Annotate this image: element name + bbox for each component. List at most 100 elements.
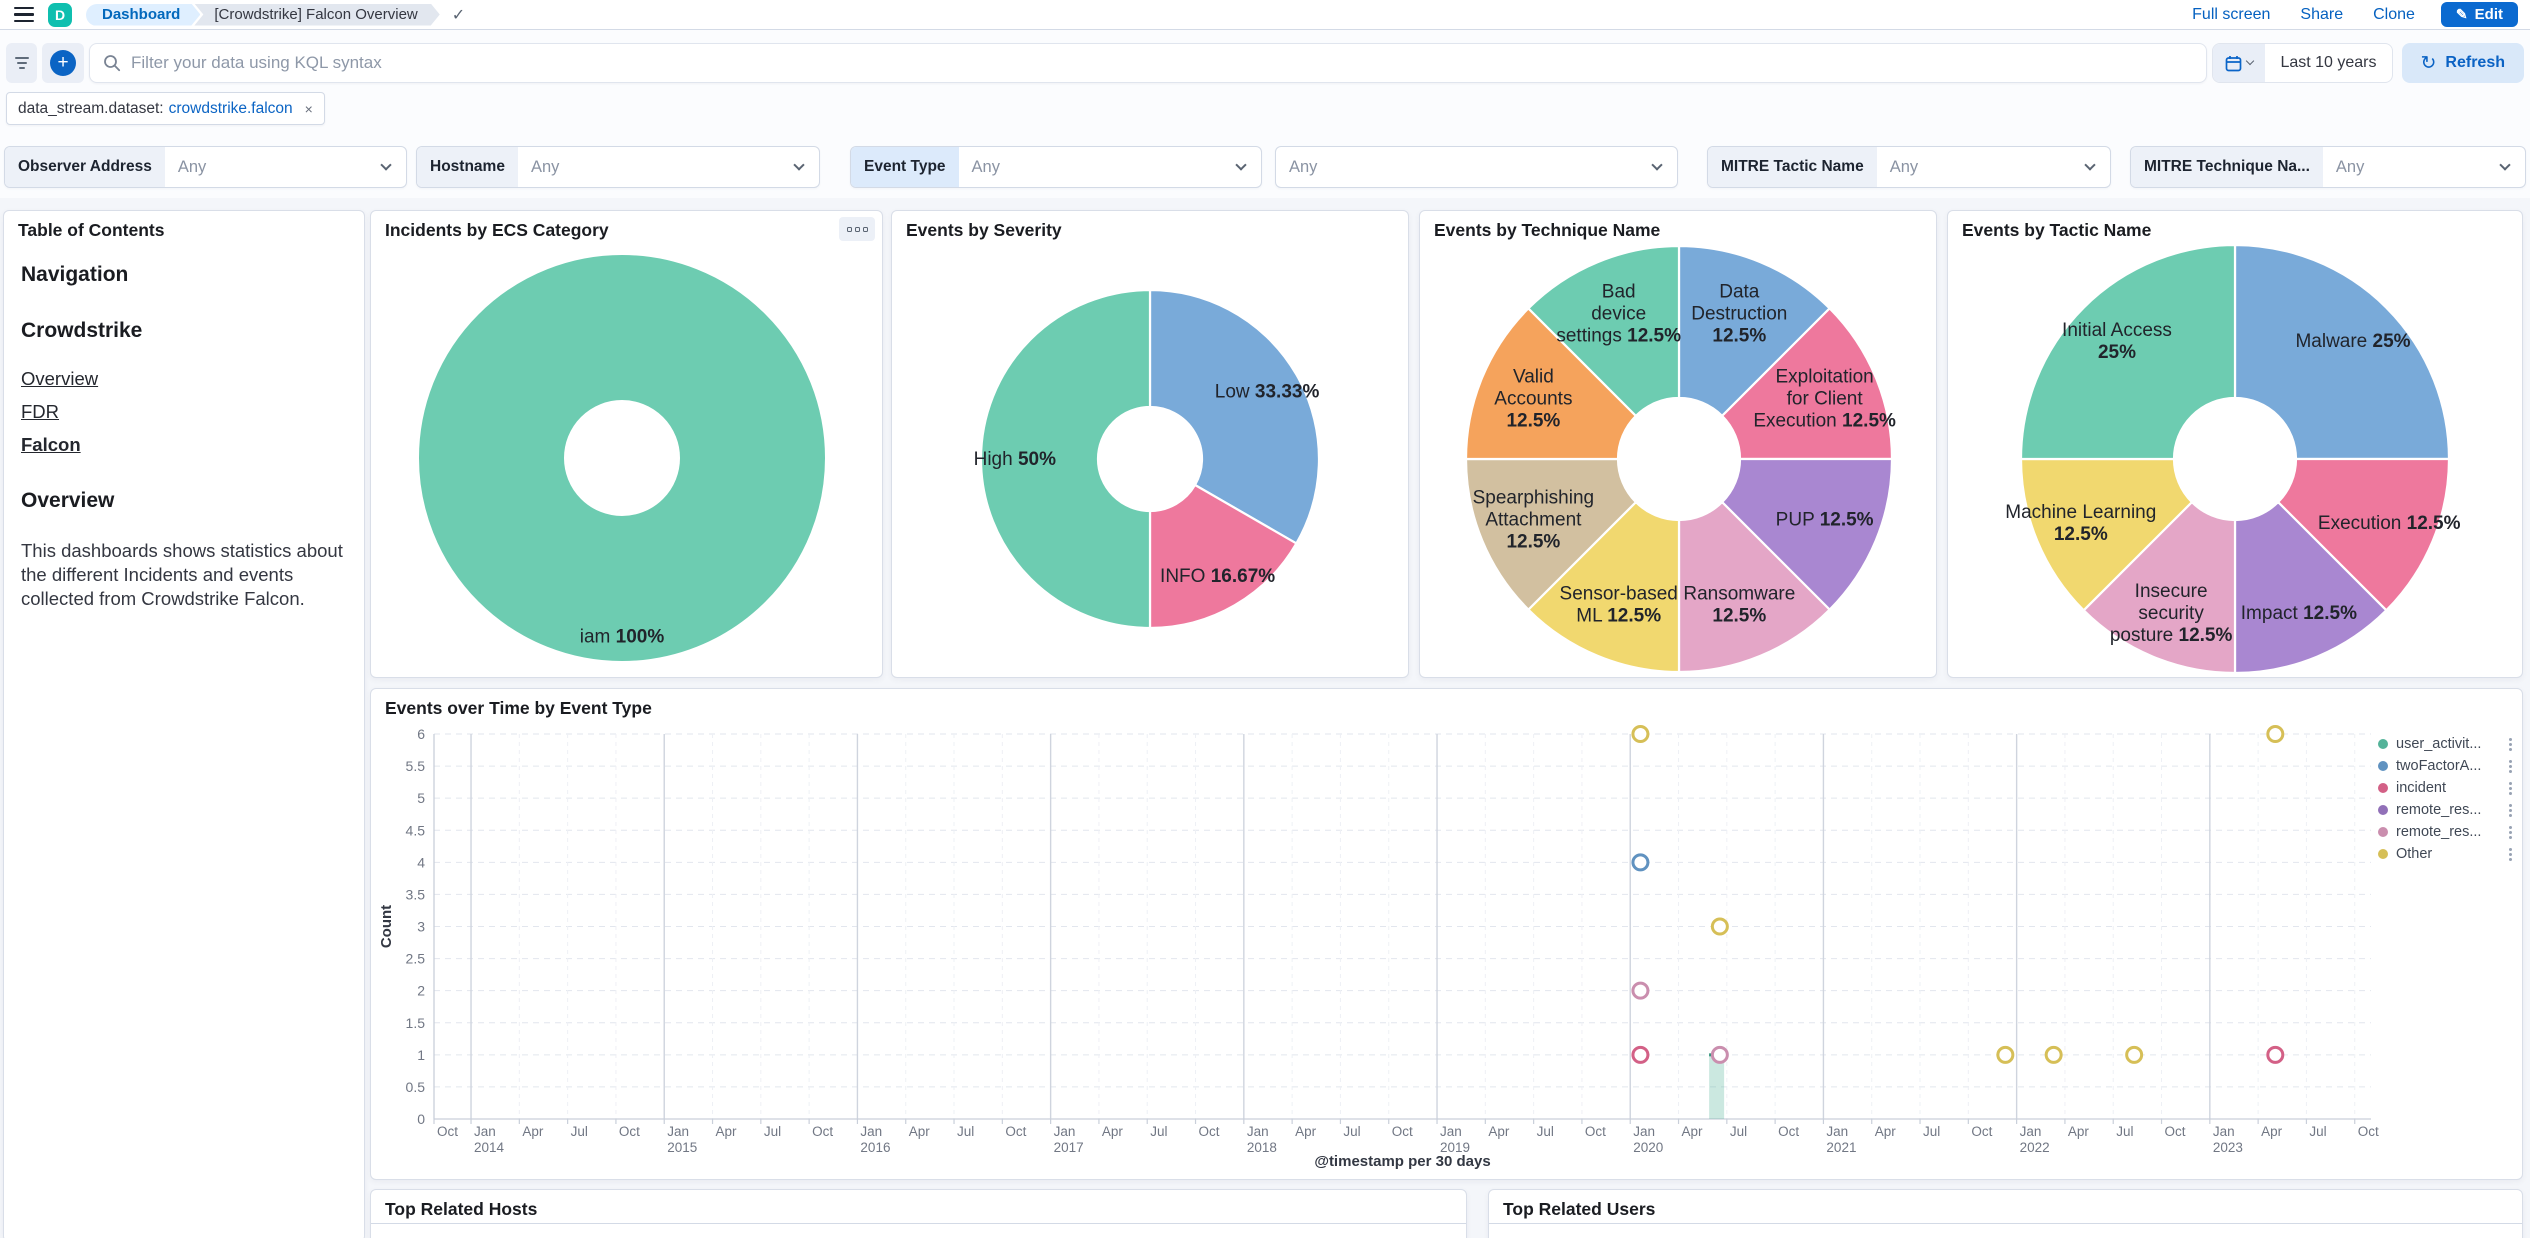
control-event-type[interactable]: Event Type Any: [850, 146, 1262, 188]
data-point[interactable]: [1710, 1045, 1729, 1064]
calendar-icon: [2226, 55, 2242, 71]
add-filter-button[interactable]: +: [42, 43, 84, 83]
breadcrumb-current[interactable]: [Crowdstrike] Falcon Overview: [194, 4, 439, 26]
svg-text:1: 1: [417, 1047, 425, 1063]
svg-text:Apr: Apr: [909, 1124, 931, 1139]
control-mitre-tactic[interactable]: MITRE Tactic Name Any: [1707, 146, 2111, 188]
panel-events-by-severity: Events by Severity Low 33.33% INFO 16.67%…: [891, 210, 1409, 678]
data-point[interactable]: [1710, 917, 1729, 936]
filter-toggle-button[interactable]: [6, 43, 37, 83]
control-hostname[interactable]: Hostname Any: [416, 146, 820, 188]
legend-item[interactable]: remote_res...: [2378, 821, 2516, 843]
data-point[interactable]: [2266, 1045, 2285, 1064]
tactic-donut-chart[interactable]: Malware 25% Execution 12.5% Impact 12.5% In…: [1948, 211, 2524, 679]
pie-slice-Impact[interactable]: [2233, 501, 2388, 675]
y-axis-title: Count: [378, 905, 395, 948]
legend-actions-icon[interactable]: [2505, 847, 2516, 861]
control-unlabeled[interactable]: Any: [1275, 146, 1678, 188]
space-avatar[interactable]: D: [48, 2, 72, 27]
legend-actions-icon[interactable]: [2505, 781, 2516, 795]
legend-dot-icon: [2378, 827, 2388, 837]
column-header-username[interactable]: Username: [1505, 1236, 1585, 1238]
control-label: Hostname: [417, 147, 518, 187]
control-mitre-technique[interactable]: MITRE Technique Na... Any: [2130, 146, 2526, 188]
edit-button[interactable]: ✎ Edit: [2440, 2, 2518, 27]
pie-slice-Sensor-based ML[interactable]: [1527, 501, 1681, 674]
data-point[interactable]: [1631, 1045, 1650, 1064]
pie-slice-label: Bad device settings 12.5%: [1556, 281, 1681, 346]
query-bar: + Last 10 years ↻ Refresh: [0, 40, 2530, 86]
refresh-button[interactable]: ↻ Refresh: [2401, 43, 2524, 83]
legend-label: incident: [2396, 780, 2446, 796]
kql-search-input[interactable]: [131, 53, 2194, 73]
calendar-dropdown-button[interactable]: [2213, 44, 2266, 82]
data-point[interactable]: [2125, 1045, 2144, 1064]
pie-slice-Execution[interactable]: [2277, 457, 2451, 612]
svg-text:Apr: Apr: [1682, 1124, 1704, 1139]
svg-text:Jan: Jan: [1633, 1124, 1655, 1139]
panel-title: Top Related Users: [1503, 1199, 1656, 1219]
pie-slice-Exploitation for Client Execution[interactable]: [1721, 307, 1894, 461]
breadcrumb-dashboard[interactable]: Dashboard: [86, 4, 200, 26]
legend-item[interactable]: remote_res...: [2378, 799, 2516, 821]
pie-slice-Bad device settings[interactable]: [1527, 244, 1681, 417]
legend-actions-icon[interactable]: [2505, 737, 2516, 751]
divider: [371, 1223, 1466, 1224]
pie-slice-Machine Learning[interactable]: [2019, 457, 2193, 612]
pie-slice-High[interactable]: [979, 288, 1152, 630]
pie-slice-iam[interactable]: [419, 255, 825, 661]
data-point[interactable]: [1631, 725, 1650, 743]
svg-text:3: 3: [417, 919, 425, 935]
svg-text:Jan: Jan: [2213, 1124, 2235, 1139]
column-header-count[interactable]: Count: [2440, 1236, 2488, 1238]
toc-panel: Table of Contents Navigation Crowdstrike…: [3, 210, 365, 1238]
share-link[interactable]: Share: [2300, 5, 2344, 23]
pie-slice-INFO[interactable]: [1148, 483, 1298, 630]
pie-slice-Data Destruction[interactable]: [1677, 244, 1831, 417]
panel-options-button[interactable]: [839, 217, 875, 241]
full-screen-link[interactable]: Full screen: [2192, 5, 2271, 23]
pie-slice-Malware[interactable]: [2233, 243, 2451, 461]
data-point[interactable]: [1631, 981, 1650, 1000]
toc-link-falcon[interactable]: Falcon: [21, 434, 81, 455]
histogram-bar[interactable]: [1709, 1054, 1725, 1119]
legend-item[interactable]: user_activit...: [2378, 733, 2516, 755]
clone-link[interactable]: Clone: [2373, 5, 2415, 23]
pie-slice-Spearphishing Attachment[interactable]: [1464, 457, 1637, 611]
pie-slice-Low[interactable]: [1148, 288, 1321, 545]
legend-actions-icon[interactable]: [2505, 759, 2516, 773]
severity-donut-chart[interactable]: Low 33.33% INFO 16.67% High 50%: [892, 211, 1410, 679]
data-point[interactable]: [1996, 1045, 2015, 1064]
ecs-category-donut-chart[interactable]: iam 100%: [371, 211, 884, 679]
pie-slice-Valid Accounts[interactable]: [1464, 307, 1637, 461]
pie-slice-PUP[interactable]: [1721, 457, 1894, 611]
pie-slice-Ransomware[interactable]: [1677, 501, 1831, 674]
data-point[interactable]: [2044, 1045, 2063, 1064]
plus-icon: +: [50, 50, 76, 76]
technique-donut-chart[interactable]: Data Destruction 12.5% Exploitation for Clie…: [1420, 211, 1938, 679]
time-range-value[interactable]: Last 10 years: [2280, 54, 2377, 71]
hamburger-menu-icon[interactable]: [14, 6, 34, 23]
svg-text:Oct: Oct: [1971, 1124, 1992, 1139]
control-observer-address[interactable]: Observer Address Any: [4, 146, 407, 188]
pie-slice-Initial Access[interactable]: [2019, 243, 2237, 461]
column-header-count[interactable]: Count: [1384, 1236, 1432, 1238]
legend-actions-icon[interactable]: [2505, 825, 2516, 839]
legend-item[interactable]: twoFactorA...: [2378, 755, 2516, 777]
column-header-hostname[interactable]: Hostname: [387, 1236, 467, 1238]
legend-item[interactable]: Other: [2378, 843, 2516, 865]
close-icon[interactable]: ×: [304, 100, 313, 117]
dataset-filter-pill[interactable]: data_stream.dataset: crowdstrike.falcon …: [6, 92, 325, 125]
toc-link-fdr[interactable]: FDR: [21, 401, 60, 422]
toc-link-overview[interactable]: Overview: [21, 368, 99, 389]
legend-item[interactable]: incident: [2378, 777, 2516, 799]
data-point[interactable]: [1631, 853, 1650, 872]
pie-slice-Insecure security posture[interactable]: [2082, 501, 2237, 675]
date-range-picker[interactable]: Last 10 years: [2212, 43, 2393, 83]
kql-search-box[interactable]: [89, 43, 2208, 83]
svg-text:2016: 2016: [860, 1140, 890, 1155]
legend-actions-icon[interactable]: [2505, 803, 2516, 817]
svg-text:Jul: Jul: [764, 1124, 781, 1139]
data-point[interactable]: [2266, 725, 2285, 743]
